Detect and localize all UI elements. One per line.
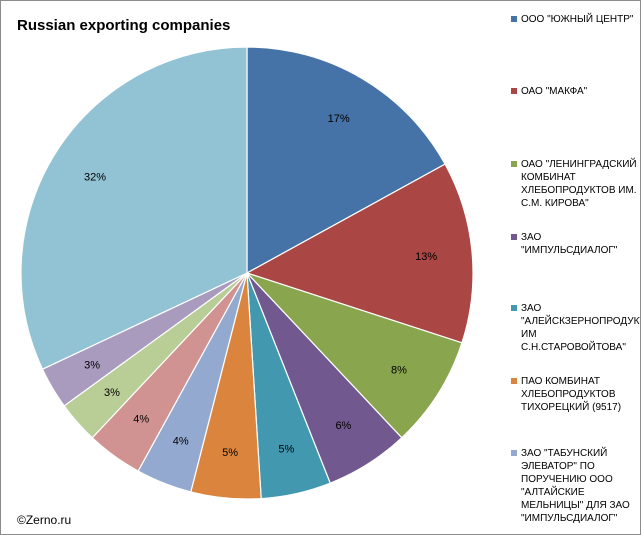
slice-value-label-5: 5% (222, 447, 238, 459)
legend-item-5: ПАО КОМБИНАТ ХЛЕБОПРОДУКТОВ ТИХОРЕЦКИЙ (… (511, 375, 637, 414)
watermark: ©Zerno.ru (17, 513, 72, 527)
legend-item-0: ООО "ЮЖНЫЙ ЦЕНТР" (511, 13, 637, 26)
slice-value-label-1: 13% (415, 251, 437, 263)
slice-value-label-4: 5% (278, 444, 294, 456)
legend-label-3: ЗАО "ИМПУЛЬСДИАЛОГ" (521, 232, 618, 256)
legend-swatch-6 (511, 450, 517, 456)
pie-slice-0 (246, 46, 446, 275)
chart-title: Russian exporting companies (17, 17, 231, 34)
slice-value-label-3: 6% (335, 420, 351, 432)
legend-swatch-0 (511, 16, 517, 22)
legend-item-2: ОАО "ЛЕНИНГРАДСКИЙ КОМБИНАТ ХЛЕБОПРОДУКТ… (511, 158, 637, 210)
slice-value-label-2: 8% (391, 364, 407, 376)
legend-item-6: ЗАО "ТАБУНСКИЙ ЭЛЕВАТОР" ПО ПОРУЧЕНИЮ ОО… (511, 447, 637, 525)
slice-value-label-10: 32% (84, 172, 106, 184)
pie-slice-1 (245, 163, 474, 344)
pie-slice-2 (246, 272, 463, 439)
legend-swatch-3 (511, 234, 517, 240)
legend-label-0: ООО "ЮЖНЫЙ ЦЕНТР" (521, 14, 634, 25)
legend-label-1: ОАО "МАКФА" (521, 86, 588, 97)
legend-label-5: ПАО КОМБИНАТ ХЛЕБОПРОДУКТОВ ТИХОРЕЦКИЙ (… (521, 376, 622, 413)
slice-value-label-8: 3% (104, 387, 120, 399)
legend-item-3: ЗАО "ИМПУЛЬСДИАЛОГ" (511, 231, 637, 257)
legend-swatch-1 (511, 88, 517, 94)
legend-label-6: ЗАО "ТАБУНСКИЙ ЭЛЕВАТОР" ПО ПОРУЧЕНИЮ ОО… (521, 448, 630, 524)
legend-label-2: ОАО "ЛЕНИНГРАДСКИЙ КОМБИНАТ ХЛЕБОПРОДУКТ… (521, 159, 637, 209)
slice-value-label-9: 3% (84, 360, 100, 372)
slice-value-label-6: 4% (173, 435, 189, 447)
legend-swatch-4 (511, 305, 517, 311)
legend-label-4: ЗАО "АЛЕЙСКЗЕРНОПРОДУКТ ИМ С.Н.СТАРОВОЙТ… (521, 303, 641, 353)
legend-item-4: ЗАО "АЛЕЙСКЗЕРНОПРОДУКТ ИМ С.Н.СТАРОВОЙТ… (511, 302, 641, 354)
slice-value-label-7: 4% (133, 414, 149, 426)
legend-item-1: ОАО "МАКФА" (511, 85, 637, 98)
legend-swatch-2 (511, 161, 517, 167)
legend-swatch-5 (511, 378, 517, 384)
slice-value-label-0: 17% (328, 113, 350, 125)
pie-slice-10 (20, 46, 248, 371)
